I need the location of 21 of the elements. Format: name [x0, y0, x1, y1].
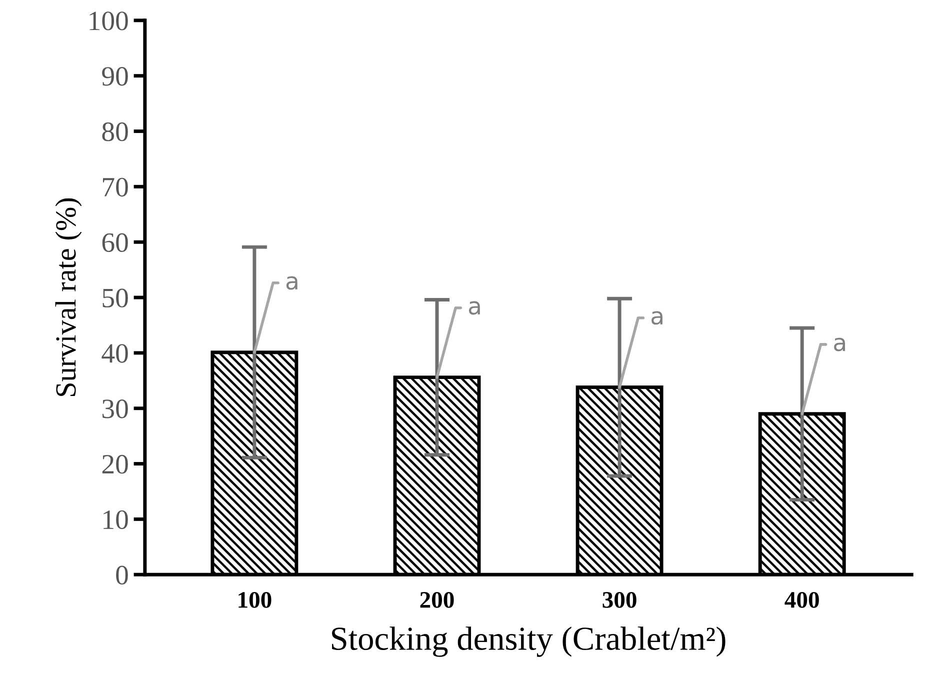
- y-tick-label: 60: [102, 233, 128, 252]
- annotation: a: [468, 301, 480, 315]
- x-tick-label: 200: [420, 592, 454, 608]
- y-tick-label: 50: [102, 288, 128, 308]
- annotation: a: [652, 311, 662, 325]
- x-tick-label: 400: [784, 592, 819, 608]
- y-tick-label: 30: [102, 400, 128, 418]
- y-tick-label: 0: [116, 566, 128, 585]
- y-tick-label: 20: [102, 454, 128, 474]
- y-tick-label: 80: [102, 122, 128, 142]
- x-tick-label: 100: [238, 592, 272, 608]
- y-tick-label: 90: [102, 66, 128, 86]
- y-tick-label: 70: [103, 178, 128, 197]
- x-tick-label: 300: [602, 592, 636, 608]
- y-tick-label: 40: [102, 344, 128, 363]
- x-axis-title: Stocking density (Crablet/m²): [332, 626, 726, 657]
- y-tick-label: 100: [90, 12, 128, 30]
- y-axis-title: Survival rate (%): [55, 198, 82, 396]
- annotation: a: [286, 276, 298, 290]
- annotation: a: [834, 338, 845, 352]
- y-tick-label: 10: [104, 510, 128, 530]
